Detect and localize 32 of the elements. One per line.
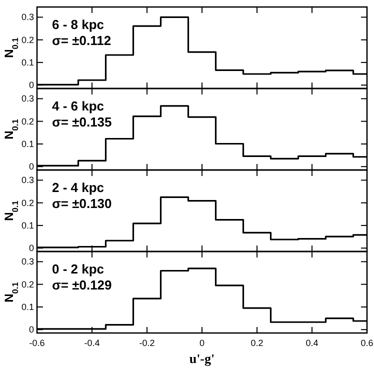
annotation: σ= ±0.112 [52, 33, 112, 48]
annotation: 2 - 4 kpc [52, 180, 104, 195]
annotation: 0 - 2 kpc [52, 262, 104, 276]
y-tick-label: 0 [28, 324, 34, 335]
y-tick-label: 0.3 [21, 175, 34, 186]
y-tick-label: 0.2 [21, 198, 34, 208]
y-tick-label: 0.3 [21, 256, 34, 267]
y-tick-label: 0 [28, 80, 34, 90]
x-tick-label: -0.6 [29, 338, 45, 348]
y-tick-label: 0.3 [21, 12, 34, 22]
x-tick-label: -0.4 [84, 338, 100, 348]
x-tick-label: 0.6 [360, 338, 374, 348]
y-tick-label: 0.2 [21, 279, 34, 290]
annotation: σ= ±0.135 [52, 114, 112, 130]
x-axis-title: u'-g' [189, 351, 215, 366]
y-tick-label: 0.1 [21, 57, 34, 68]
x-tick-label: -0.2 [139, 338, 155, 348]
y-tick-label: 0 [28, 243, 34, 254]
x-tick-label: 0.4 [306, 338, 318, 348]
x-tick-label: 0.2 [250, 338, 264, 348]
annotation: 4 - 6 kpc [52, 98, 104, 114]
y-tick-label: 0.2 [21, 34, 34, 45]
annotation: 6 - 8 kpc [52, 17, 104, 32]
annotation: σ= ±0.130 [52, 196, 112, 211]
annotation: σ= ±0.129 [52, 278, 112, 292]
x-tick-label: 0 [199, 338, 205, 348]
y-tick-label: 0.1 [21, 302, 34, 312]
y-tick-label: 0.2 [21, 116, 34, 126]
y-tick-label: 0.1 [21, 138, 34, 149]
y-tick-label: 0.1 [21, 220, 34, 230]
y-tick-label: 0.3 [21, 94, 34, 104]
y-tick-label: 0 [28, 162, 34, 172]
